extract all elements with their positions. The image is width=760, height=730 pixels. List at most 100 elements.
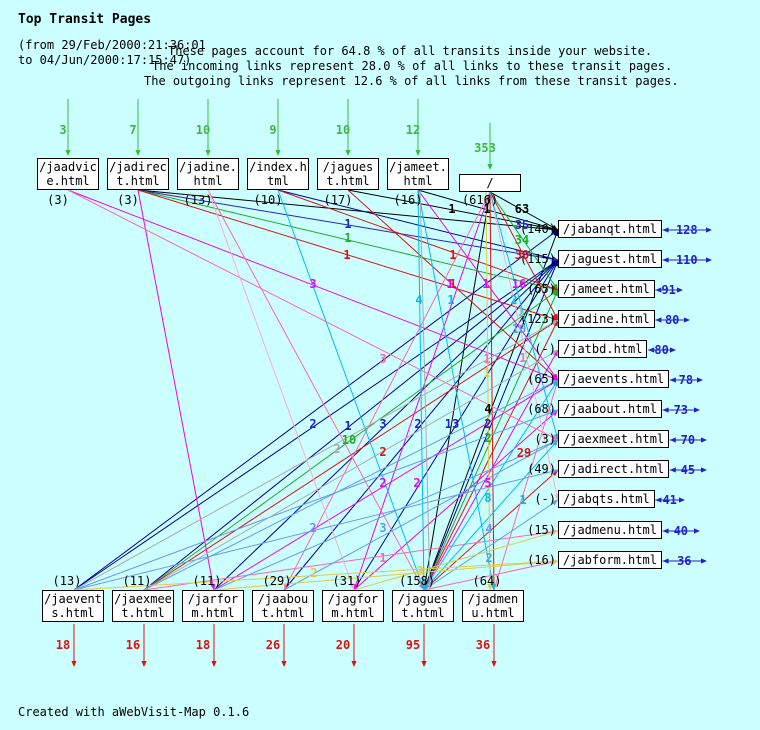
bottom-node-transits: (158) <box>398 574 436 588</box>
edge-count-label: 5 <box>484 476 492 490</box>
top-node-transits: (13) <box>183 193 213 207</box>
edge-count-label: 8 <box>484 491 492 505</box>
edge-count-label: 2 <box>309 521 317 535</box>
transit-edge-arrowhead-icon <box>552 313 558 320</box>
transit-edge-arrowhead-icon <box>551 530 558 536</box>
transit-edge <box>277 189 425 591</box>
transit-edge-arrowhead-icon <box>349 583 355 590</box>
transit-edge-arrowhead-icon <box>551 290 558 296</box>
edge-count-label: 30 <box>514 248 530 262</box>
transit-edge <box>143 379 559 591</box>
right-node-transits: (15) <box>527 523 556 537</box>
bottom-node-transits: (13) <box>52 574 82 588</box>
top-node-jaguest-html[interactable]: /jaguest.html <box>317 158 379 190</box>
transit-edge <box>489 191 559 501</box>
transit-edge-arrowhead-icon <box>551 256 558 262</box>
top-node-transits: (16) <box>393 193 423 207</box>
edge-count-label: 3 <box>379 417 387 431</box>
period-to: to 04/Jun/2000:17:15:47) <box>18 53 192 67</box>
transit-edge <box>493 379 559 591</box>
transit-edge <box>283 259 559 591</box>
link-arrowhead-left-icon <box>669 467 676 473</box>
edge-count-label: 1 <box>482 277 490 291</box>
top-node-jadirect-html[interactable]: /jadirect.html <box>107 158 169 190</box>
edge-count-label: 2 <box>414 417 422 431</box>
edge-count-label: 1 <box>447 293 455 307</box>
link-arrowhead-right-icon <box>706 227 712 233</box>
top-node-jadine-html[interactable]: /jadine.html <box>177 158 239 190</box>
link-arrowhead-left-icon <box>648 347 655 353</box>
right-node-jabform-html[interactable]: /jabform.html <box>558 551 662 569</box>
outgoing-arrowhead-icon <box>491 661 497 667</box>
right-node-transits: (65) <box>527 282 556 296</box>
transit-edge <box>347 189 559 381</box>
incoming-arrowhead-icon <box>205 150 211 156</box>
edge-count-label: 1 <box>448 202 456 216</box>
transit-edge-arrowhead-icon <box>553 260 559 267</box>
edge-count-label: 3 <box>379 352 387 366</box>
link-arrowhead-left-icon <box>662 528 669 534</box>
edge-count-label: 1 <box>343 248 351 262</box>
incoming-arrowhead-icon <box>345 150 351 156</box>
link-arrowhead-right-icon <box>701 558 707 564</box>
incoming-count: 10 <box>335 123 351 137</box>
right-node-jadmenu-html[interactable]: /jadmenu.html <box>558 521 662 539</box>
link-arrowhead-right-icon <box>706 257 712 263</box>
top-node-jaadvice-html[interactable]: /jaadvice.html <box>37 158 99 190</box>
transit-edge <box>489 191 559 231</box>
edge-count-label: 4 <box>484 402 492 416</box>
right-node-jaguest-html[interactable]: /jaguest.html <box>558 250 662 268</box>
transit-edge <box>213 439 559 591</box>
outgoing-count: 20 <box>335 638 351 652</box>
top-node-index-html[interactable]: /index.html <box>247 158 309 190</box>
outgoing-arrowhead-icon <box>211 661 217 667</box>
incoming-count: 353 <box>474 141 496 155</box>
top-node-jameet-html[interactable]: /jameet.html <box>387 158 449 190</box>
bottom-node-jaabout-html[interactable]: /jaabout.html <box>252 590 314 622</box>
transit-edge-arrowhead-icon <box>284 583 290 590</box>
right-node-jaevents-html[interactable]: /jaevents.html <box>558 370 670 388</box>
edge-count-label: 63 <box>514 202 530 216</box>
link-arrowhead-left-icon <box>669 437 676 443</box>
transit-edge <box>423 349 559 591</box>
link-arrowhead-left-icon <box>662 257 669 263</box>
transit-edge-arrowhead-icon <box>427 583 433 590</box>
transit-edge <box>423 319 559 591</box>
right-node-jameet-html[interactable]: /jameet.html <box>558 280 655 298</box>
transit-edge <box>277 189 559 291</box>
right-node-jadirect-html[interactable]: /jadirect.html <box>558 460 670 478</box>
bottom-node-jadmenu-html[interactable]: /jadmenu.html <box>462 590 524 622</box>
link-count: 128 <box>675 223 698 237</box>
transit-edge <box>423 289 559 591</box>
right-node-jabanqt-html[interactable]: /jabanqt.html <box>558 220 662 238</box>
transit-edge-arrowhead-icon <box>551 500 558 506</box>
right-node-jabqts-html[interactable]: /jabqts.html <box>558 490 655 508</box>
transit-edge <box>423 191 491 591</box>
bottom-node-jarform-html[interactable]: /jarform.html <box>182 590 244 622</box>
right-node-jaexmeet-html[interactable]: /jaexmeet.html <box>558 430 670 448</box>
transit-edge-arrowhead-icon <box>551 224 558 230</box>
transit-edge <box>73 229 559 591</box>
top-node-[interactable]: / <box>459 174 521 192</box>
bottom-node-jaexmeet-html[interactable]: /jaexmeet.html <box>112 590 174 622</box>
link-arrowhead-right-icon <box>684 317 690 323</box>
top-node-transits: (3) <box>117 193 139 207</box>
transit-edge-arrowhead-icon <box>553 290 558 297</box>
right-node-jatbd-html[interactable]: /jatbd.html <box>558 340 648 358</box>
top-node-transits: (10) <box>253 193 283 207</box>
transit-edge-arrowhead-icon <box>552 283 558 290</box>
outgoing-count: 16 <box>125 638 141 652</box>
edge-count-label: 1 <box>519 351 527 365</box>
link-arrowhead-left-icon <box>662 407 669 413</box>
bottom-node-jagform-html[interactable]: /jagform.html <box>322 590 384 622</box>
outgoing-count: 26 <box>265 638 281 652</box>
right-node-jaabout-html[interactable]: /jaabout.html <box>558 400 662 418</box>
transit-edge <box>489 191 495 591</box>
stats-incoming: The incoming links represent 28.0 % of a… <box>152 59 673 73</box>
edge-count-label: 1 <box>344 217 352 231</box>
bottom-node-jaevents-html[interactable]: /jaevents.html <box>42 590 104 622</box>
bottom-node-jaguest-html[interactable]: /jaguest.html <box>392 590 454 622</box>
right-node-jadine-html[interactable]: /jadine.html <box>558 310 655 328</box>
top-node-transits: (3) <box>47 193 69 207</box>
edge-count-label: 2 <box>379 476 387 490</box>
